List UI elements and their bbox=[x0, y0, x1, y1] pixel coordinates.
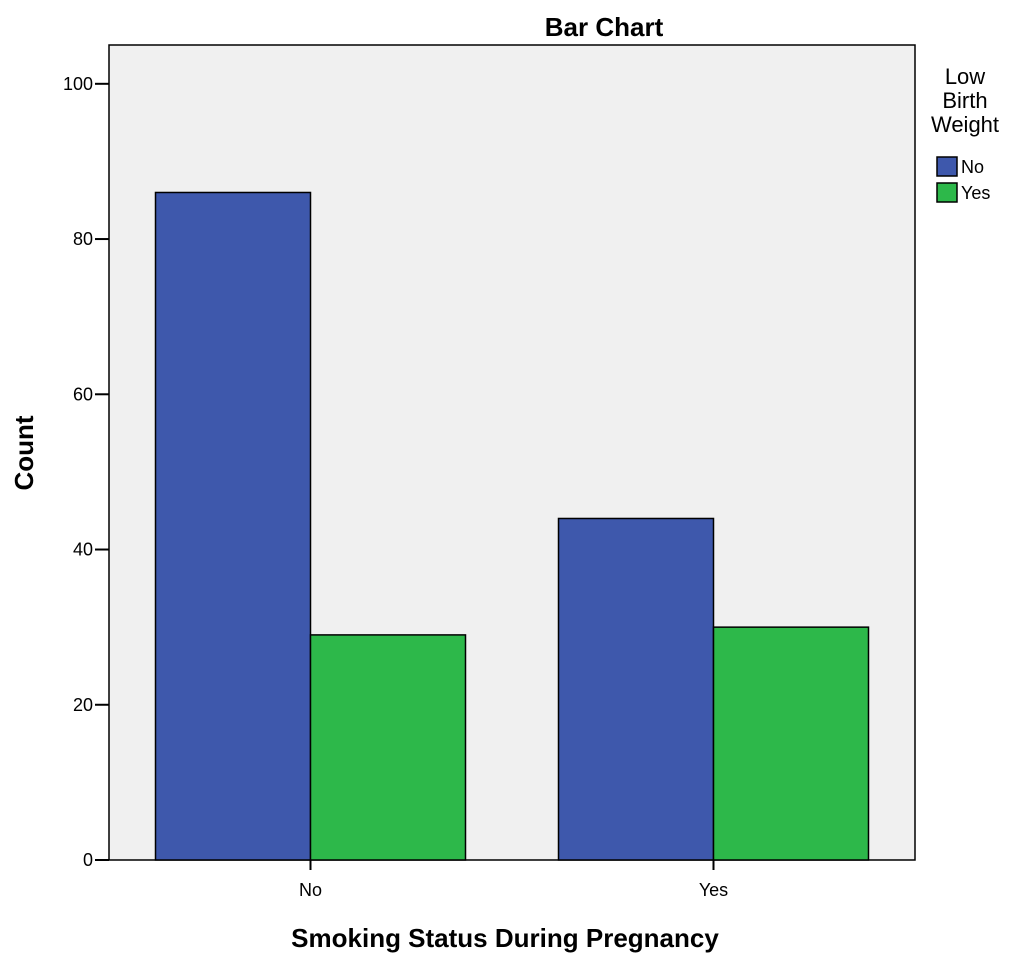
y-tick-label: 20 bbox=[73, 695, 93, 715]
legend-label-yes: Yes bbox=[961, 183, 990, 203]
bar-no-yes bbox=[309, 634, 467, 861]
y-tick-label: 40 bbox=[73, 540, 93, 560]
x-tick-label: No bbox=[299, 880, 322, 900]
legend-title-line: Low bbox=[945, 64, 985, 89]
bar-yes-no bbox=[557, 517, 715, 861]
bar-yes-yes bbox=[712, 626, 870, 861]
y-tick-label: 100 bbox=[63, 74, 93, 94]
legend-title-line: Birth bbox=[942, 88, 987, 113]
bar-no-no bbox=[154, 191, 312, 861]
y-axis: 0 20 40 60 80 100 bbox=[63, 74, 109, 870]
x-tick-label: Yes bbox=[699, 880, 728, 900]
legend-title-line: Weight bbox=[931, 112, 999, 137]
bars-group bbox=[154, 191, 870, 861]
y-tick-label: 0 bbox=[83, 850, 93, 870]
y-tick-label: 60 bbox=[73, 384, 93, 404]
legend-swatch-no bbox=[936, 156, 958, 177]
y-tick-label: 80 bbox=[73, 229, 93, 249]
x-axis-label: Smoking Status During Pregnancy bbox=[291, 923, 719, 953]
chart-title: Bar Chart bbox=[545, 12, 664, 42]
y-axis-label: Count bbox=[9, 415, 39, 490]
legend-label-no: No bbox=[961, 157, 984, 177]
legend-swatch-yes bbox=[936, 182, 958, 203]
x-axis: No Yes bbox=[299, 860, 728, 900]
